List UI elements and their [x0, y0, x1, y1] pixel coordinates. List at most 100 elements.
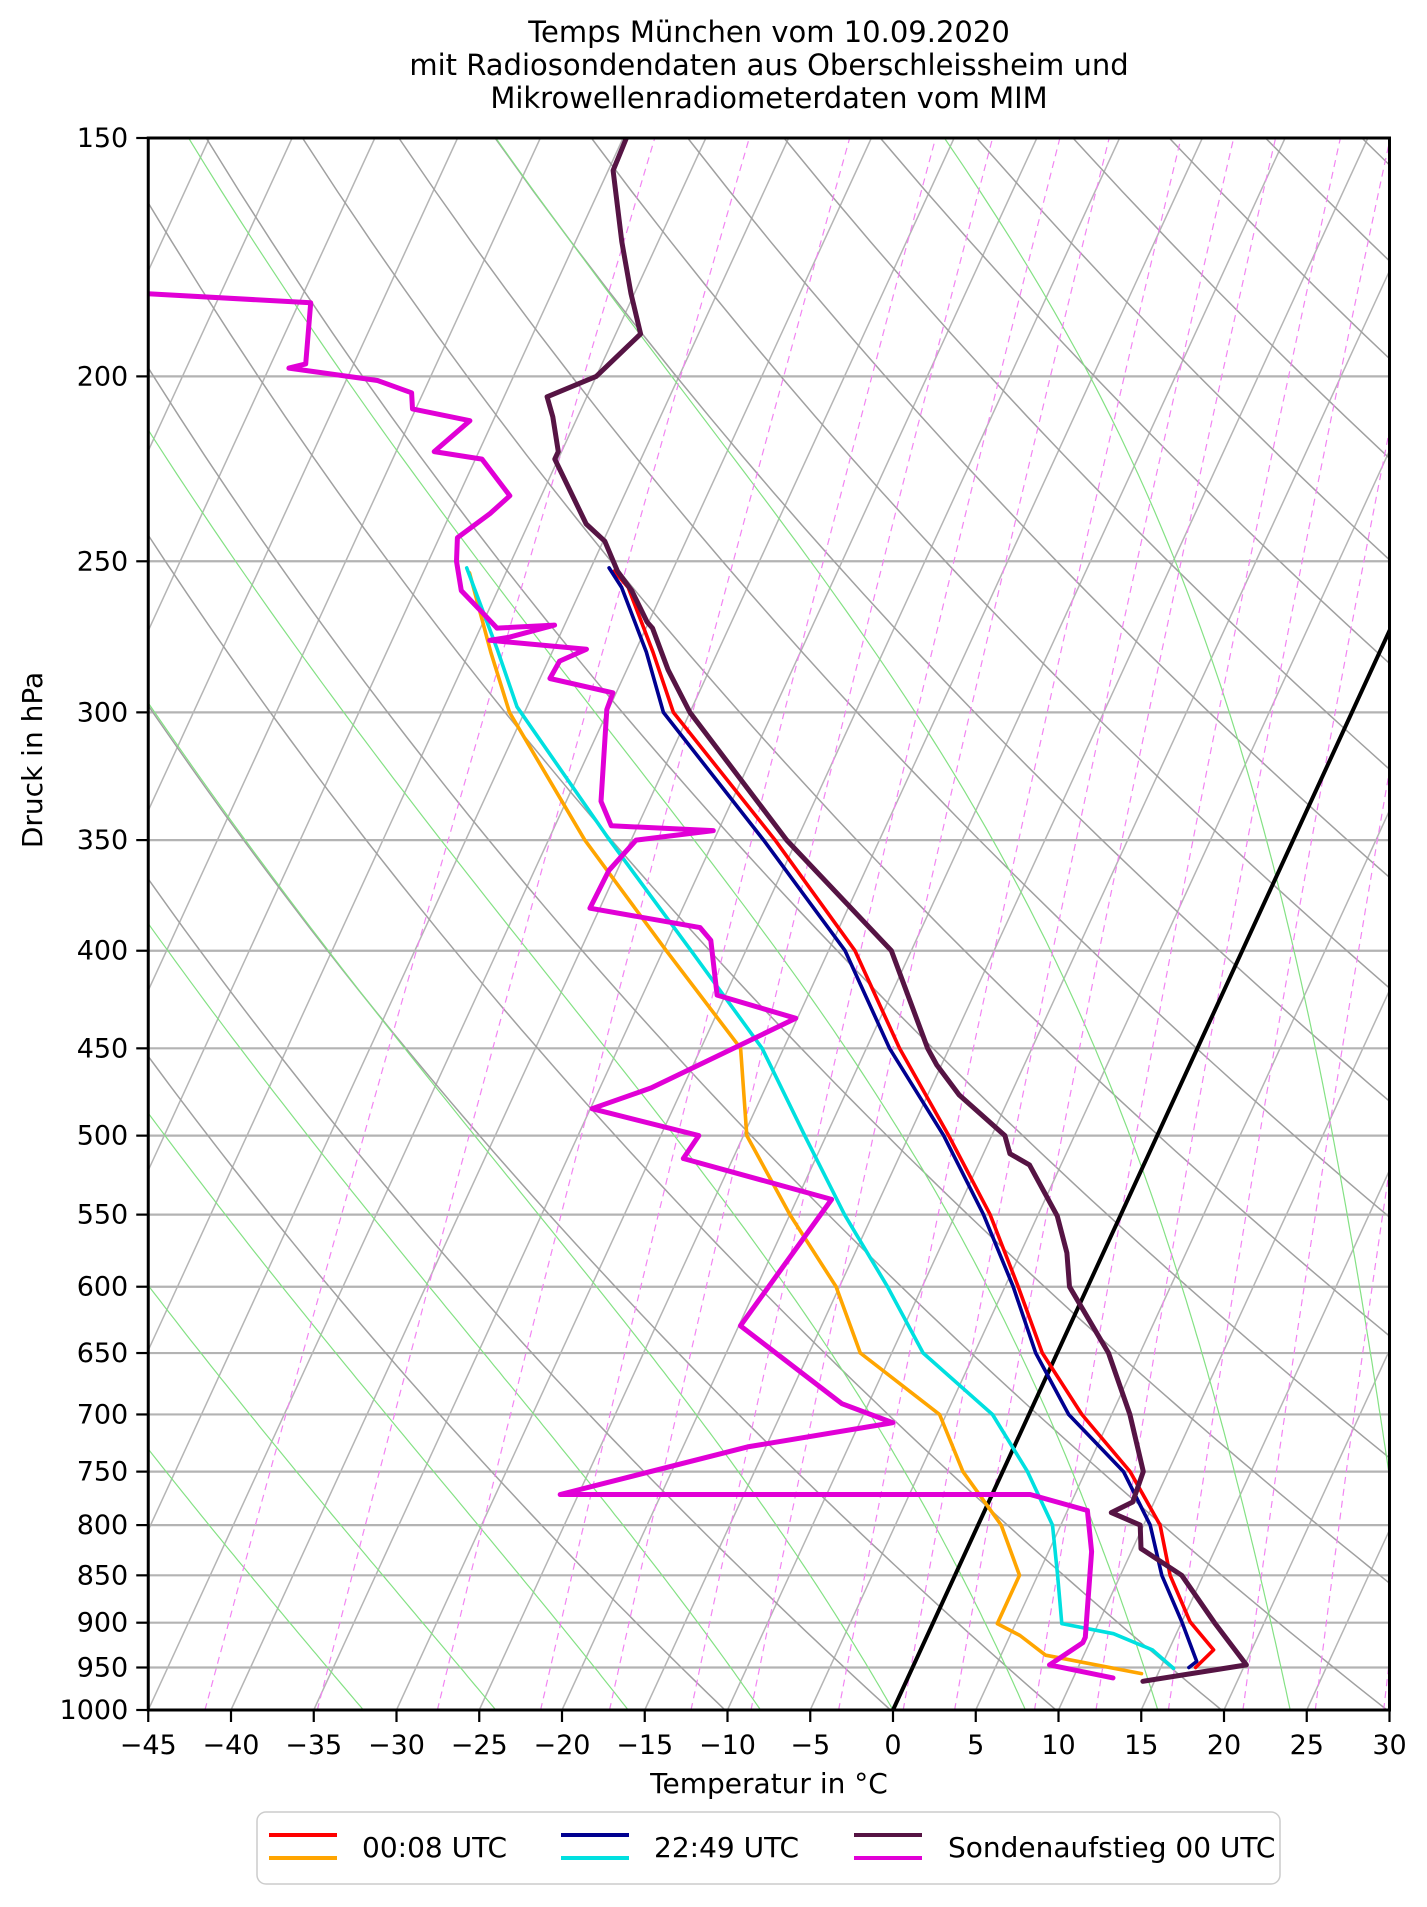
dry-adiabat-373K — [687, 138, 1390, 879]
y-tick-label-350: 350 — [77, 825, 129, 856]
x-axis-ticks: −45 −40 −35 −30 −25 −20 −15 −10 −5 0 5 10 15 20 25 30 — [120, 1710, 1407, 1761]
legend-label-0: 00:08 UTC — [362, 1831, 507, 1864]
y-tick-label-700: 700 — [77, 1399, 129, 1430]
mixing-ratio-line-12gkg — [1167, 426, 1390, 1710]
dry-adiabat-403K — [976, 138, 1390, 561]
y-tick-label-650: 650 — [77, 1338, 129, 1369]
curve-dew_2249 — [464, 566, 1176, 1671]
legend-box — [256, 1811, 1281, 1885]
x-tick-label-30: 30 — [1372, 1730, 1406, 1761]
x-tick-label-10: 10 — [1041, 1730, 1075, 1761]
isotherm-20 — [1223, 1348, 1390, 1710]
dry-adiabat-283K — [148, 704, 1057, 1710]
x-tick-label-5: 5 — [967, 1730, 984, 1761]
x-tick-label--45: −45 — [120, 1730, 177, 1761]
moist-adiabat-16C — [188, 138, 1159, 1710]
isotherm--15 — [644, 138, 1369, 1710]
x-tick-label-20: 20 — [1207, 1730, 1241, 1761]
moist-adiabat-8C — [148, 428, 1026, 1710]
dry-adiabat-363K — [590, 138, 1390, 990]
background-grid — [0, 138, 1390, 1710]
moist-adiabat--16C — [148, 1112, 629, 1710]
y-tick-label-600: 600 — [77, 1272, 129, 1303]
y-tick-label-850: 850 — [77, 1560, 129, 1591]
isotherm--50 — [148, 138, 790, 1532]
dry-adiabat-383K — [783, 138, 1390, 771]
mixing-ratio-line-1gkg — [608, 138, 994, 1710]
dry-adiabat-333K — [301, 138, 1390, 1338]
curve-dew_sonde — [148, 291, 1116, 1681]
y-tick-label-450: 450 — [77, 1033, 129, 1064]
curve-temp_2249 — [607, 566, 1199, 1670]
isotherm--10 — [726, 269, 1390, 1710]
mixing-ratio-line-0.1gkg — [204, 138, 656, 1710]
moist-adiabat-24C — [495, 138, 1291, 1710]
y-tick-label-550: 550 — [77, 1200, 129, 1231]
curve-dew_0008 — [467, 571, 1144, 1676]
mixing-ratio-line-1.5gkg — [690, 138, 1061, 1710]
plot-frame — [146, 136, 1391, 1712]
isotherm--80 — [148, 138, 293, 453]
x-tick-label-15: 15 — [1124, 1730, 1158, 1761]
y-tick-label-750: 750 — [77, 1457, 129, 1488]
moist-adiabat--8C — [148, 922, 762, 1710]
isotherm-10 — [1057, 988, 1390, 1710]
dry-adiabat-293K — [148, 533, 1222, 1710]
isotherm--55 — [148, 138, 707, 1353]
y-tick-label-150: 150 — [77, 123, 129, 154]
chart-title-line-3: Mikrowellenradiometerdaten vom MIM — [490, 81, 1047, 115]
x-tick-label--35: −35 — [285, 1730, 342, 1761]
x-tick-label--40: −40 — [203, 1730, 260, 1761]
y-tick-label-250: 250 — [77, 546, 129, 577]
y-tick-label-300: 300 — [77, 697, 129, 728]
isotherm--75 — [148, 138, 376, 633]
moist-adiabat-0C — [148, 701, 894, 1710]
curve-temp_0008 — [612, 569, 1216, 1670]
isotherm-5 — [975, 808, 1390, 1710]
moist-adiabat--24C — [148, 1284, 497, 1710]
y-tick-label-1000: 1000 — [60, 1695, 129, 1726]
y-tick-label-900: 900 — [77, 1608, 129, 1639]
isotherm--40 — [230, 138, 955, 1710]
mixing-ratio-line-21gkg — [1314, 1164, 1390, 1710]
x-tick-label--20: −20 — [534, 1730, 591, 1761]
dry-adiabat-273K — [148, 877, 892, 1710]
legend-label-2: Sondenaufstieg 00 UTC — [948, 1831, 1275, 1864]
mixing-ratio-line-9gkg — [1095, 138, 1390, 1710]
dry-adiabat-353K — [494, 138, 1390, 1103]
y-tick-label-400: 400 — [77, 936, 129, 967]
isotherm--65 — [148, 138, 542, 993]
moist-adiabat--32C — [148, 1448, 364, 1710]
dry-adiabat-303K — [148, 366, 1388, 1710]
dry-adiabat-263K — [148, 1055, 726, 1710]
sounding-curves — [148, 138, 1390, 1710]
isotherm-25 — [1306, 1528, 1390, 1710]
isotherm--60 — [148, 138, 624, 1173]
moist-adiabat-32C — [943, 138, 1390, 1482]
legend-label-1: 22:49 UTC — [654, 1831, 799, 1864]
mixing-ratio-line-0.7gkg — [540, 138, 937, 1710]
dry-adiabat-323K — [205, 138, 1390, 1459]
reference-0C-isotherm — [891, 625, 1390, 1710]
dry-adiabat-343K — [398, 138, 1390, 1219]
mixing-ratio-line-16gkg — [1242, 767, 1390, 1710]
isotherm--20 — [561, 138, 1286, 1710]
x-tick-label-25: 25 — [1290, 1730, 1324, 1761]
x-tick-label-0: 0 — [884, 1730, 901, 1761]
chart-title-line-1: Temps München vom 10.09.2020 — [527, 15, 1010, 49]
mixing-ratio-line-2gkg — [750, 138, 1110, 1710]
isotherm--95 — [0, 138, 44, 1710]
y-tick-label-950: 950 — [77, 1652, 129, 1683]
dry-adiabat-393K — [879, 138, 1390, 665]
curve-temp_sonde — [544, 138, 1249, 1684]
x-axis-label: Temperatur in °C — [649, 1767, 888, 1800]
mixing-ratio-line-0.4gkg — [436, 138, 851, 1710]
isotherm-15 — [1140, 1168, 1390, 1710]
legend: 00:08 UTC 22:49 UTC Sondenaufstieg 00 UTC — [256, 1811, 1281, 1885]
x-tick-label--5: −5 — [790, 1730, 830, 1761]
isotherm--45 — [148, 138, 873, 1710]
x-tick-label--15: −15 — [616, 1730, 673, 1761]
y-axis-ticks: 150 200 250 300 350 400 450 500 550 600 650 700 750 8… — [60, 123, 149, 1726]
